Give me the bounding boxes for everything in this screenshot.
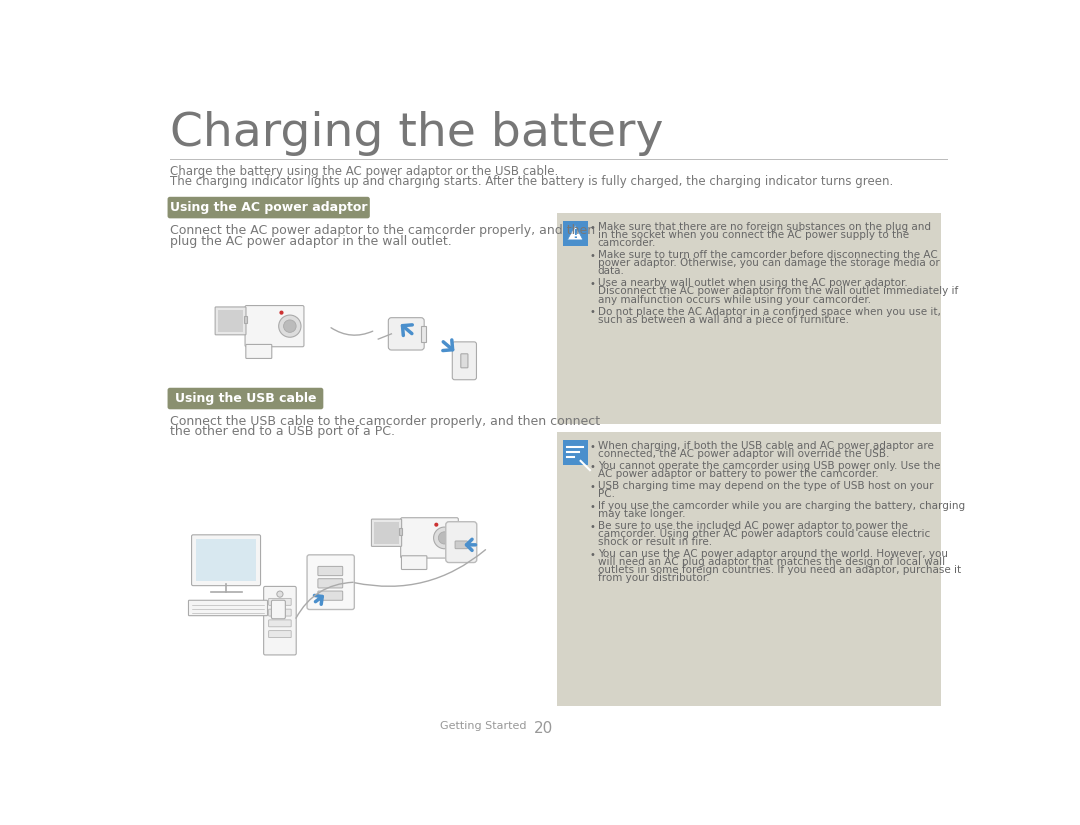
FancyBboxPatch shape	[307, 555, 354, 610]
FancyBboxPatch shape	[245, 305, 303, 346]
Text: in the socket when you connect the AC power supply to the: in the socket when you connect the AC po…	[597, 230, 908, 240]
Text: data.: data.	[597, 266, 624, 276]
Text: When charging, if both the USB cable and AC power adaptor are: When charging, if both the USB cable and…	[597, 441, 933, 451]
Text: •: •	[590, 549, 595, 560]
Circle shape	[276, 591, 283, 597]
FancyBboxPatch shape	[215, 307, 246, 335]
Text: •: •	[590, 251, 595, 261]
Text: !: !	[572, 228, 578, 241]
FancyBboxPatch shape	[218, 310, 243, 332]
Text: shock or result in fire.: shock or result in fire.	[597, 537, 712, 547]
FancyBboxPatch shape	[563, 221, 588, 246]
Text: AC power adaptor or battery to power the camcorder.: AC power adaptor or battery to power the…	[597, 469, 878, 479]
FancyBboxPatch shape	[401, 518, 458, 558]
Text: •: •	[590, 462, 595, 472]
Polygon shape	[567, 225, 583, 240]
FancyBboxPatch shape	[389, 318, 424, 350]
Text: may take longer.: may take longer.	[597, 509, 685, 519]
Text: any malfunction occurs while using your camcorder.: any malfunction occurs while using your …	[597, 295, 870, 304]
FancyBboxPatch shape	[455, 541, 468, 549]
Text: PC.: PC.	[597, 489, 615, 499]
FancyBboxPatch shape	[318, 578, 342, 588]
FancyBboxPatch shape	[246, 345, 272, 358]
FancyBboxPatch shape	[402, 556, 427, 569]
Text: Make sure to turn off the camcorder before disconnecting the AC: Make sure to turn off the camcorder befo…	[597, 250, 937, 261]
FancyBboxPatch shape	[244, 316, 246, 323]
FancyBboxPatch shape	[557, 213, 941, 424]
Text: the other end to a USB port of a PC.: the other end to a USB port of a PC.	[170, 426, 395, 438]
FancyBboxPatch shape	[461, 354, 468, 368]
Circle shape	[434, 523, 438, 526]
FancyBboxPatch shape	[269, 609, 292, 616]
FancyBboxPatch shape	[264, 587, 296, 655]
Text: Connect the AC power adaptor to the camcorder properly, and then: Connect the AC power adaptor to the camc…	[170, 224, 595, 237]
Text: Make sure that there are no foreign substances on the plug and: Make sure that there are no foreign subs…	[597, 222, 931, 232]
FancyBboxPatch shape	[375, 522, 399, 544]
Text: Charging the battery: Charging the battery	[170, 111, 663, 156]
FancyBboxPatch shape	[318, 591, 342, 601]
FancyBboxPatch shape	[453, 342, 476, 380]
Text: You cannot operate the camcorder using USB power only. Use the: You cannot operate the camcorder using U…	[597, 461, 940, 471]
FancyBboxPatch shape	[557, 431, 941, 705]
Text: from your distributor.: from your distributor.	[597, 573, 710, 583]
FancyBboxPatch shape	[318, 567, 342, 576]
Text: will need an AC plug adaptor that matches the design of local wall: will need an AC plug adaptor that matche…	[597, 557, 945, 567]
FancyBboxPatch shape	[269, 598, 292, 606]
FancyBboxPatch shape	[197, 540, 256, 581]
Text: •: •	[590, 521, 595, 532]
Text: Connect the USB cable to the camcorder properly, and then connect: Connect the USB cable to the camcorder p…	[170, 415, 600, 427]
FancyBboxPatch shape	[446, 521, 476, 563]
Text: 20: 20	[535, 721, 553, 736]
FancyBboxPatch shape	[269, 620, 292, 627]
Text: camcorder. Using other AC power adaptors could cause electric: camcorder. Using other AC power adaptors…	[597, 529, 930, 539]
Text: The charging indicator lights up and charging starts. After the battery is fully: The charging indicator lights up and cha…	[170, 175, 893, 188]
Text: Using the USB cable: Using the USB cable	[175, 392, 316, 405]
Circle shape	[284, 320, 296, 332]
Circle shape	[280, 310, 284, 314]
Text: Use a nearby wall outlet when using the AC power adaptor.: Use a nearby wall outlet when using the …	[597, 278, 907, 289]
Text: Getting Started: Getting Started	[440, 721, 526, 731]
Circle shape	[279, 315, 301, 337]
Text: such as between a wall and a piece of furniture.: such as between a wall and a piece of fu…	[597, 314, 849, 324]
FancyBboxPatch shape	[271, 601, 285, 619]
Text: camcorder.: camcorder.	[597, 238, 656, 248]
Text: •: •	[590, 223, 595, 233]
Text: If you use the camcorder while you are charging the battery, charging: If you use the camcorder while you are c…	[597, 501, 964, 511]
Text: Be sure to use the included AC power adaptor to power the: Be sure to use the included AC power ada…	[597, 521, 907, 531]
FancyBboxPatch shape	[167, 388, 323, 409]
FancyBboxPatch shape	[167, 197, 369, 219]
FancyBboxPatch shape	[563, 440, 588, 464]
FancyBboxPatch shape	[191, 535, 260, 586]
Text: USB charging time may depend on the type of USB host on your: USB charging time may depend on the type…	[597, 481, 933, 491]
Text: •: •	[590, 307, 595, 318]
FancyBboxPatch shape	[372, 519, 402, 546]
Text: •: •	[590, 279, 595, 290]
Text: •: •	[590, 441, 595, 451]
Text: power adaptor. Otherwise, you can damage the storage media or: power adaptor. Otherwise, you can damage…	[597, 258, 940, 268]
Circle shape	[433, 527, 456, 549]
Text: Using the AC power adaptor: Using the AC power adaptor	[170, 201, 367, 214]
Text: Do not place the AC Adaptor in a confined space when you use it,: Do not place the AC Adaptor in a confine…	[597, 307, 941, 317]
FancyBboxPatch shape	[269, 630, 292, 638]
Text: connected, the AC power adaptor will override the USB.: connected, the AC power adaptor will ove…	[597, 449, 889, 459]
Text: •: •	[590, 502, 595, 512]
Circle shape	[438, 532, 450, 544]
Text: Charge the battery using the AC power adaptor or the USB cable.: Charge the battery using the AC power ad…	[170, 165, 558, 178]
Text: outlets in some foreign countries. If you need an adaptor, purchase it: outlets in some foreign countries. If yo…	[597, 565, 961, 575]
FancyBboxPatch shape	[189, 601, 268, 615]
Text: You can use the AC power adaptor around the world. However, you: You can use the AC power adaptor around …	[597, 549, 947, 559]
FancyBboxPatch shape	[400, 528, 402, 535]
Text: Disconnect the AC power adaptor from the wall outlet immediately if: Disconnect the AC power adaptor from the…	[597, 286, 958, 296]
Text: plug the AC power adaptor in the wall outlet.: plug the AC power adaptor in the wall ou…	[170, 234, 451, 248]
Text: •: •	[590, 482, 595, 492]
FancyBboxPatch shape	[421, 326, 427, 342]
